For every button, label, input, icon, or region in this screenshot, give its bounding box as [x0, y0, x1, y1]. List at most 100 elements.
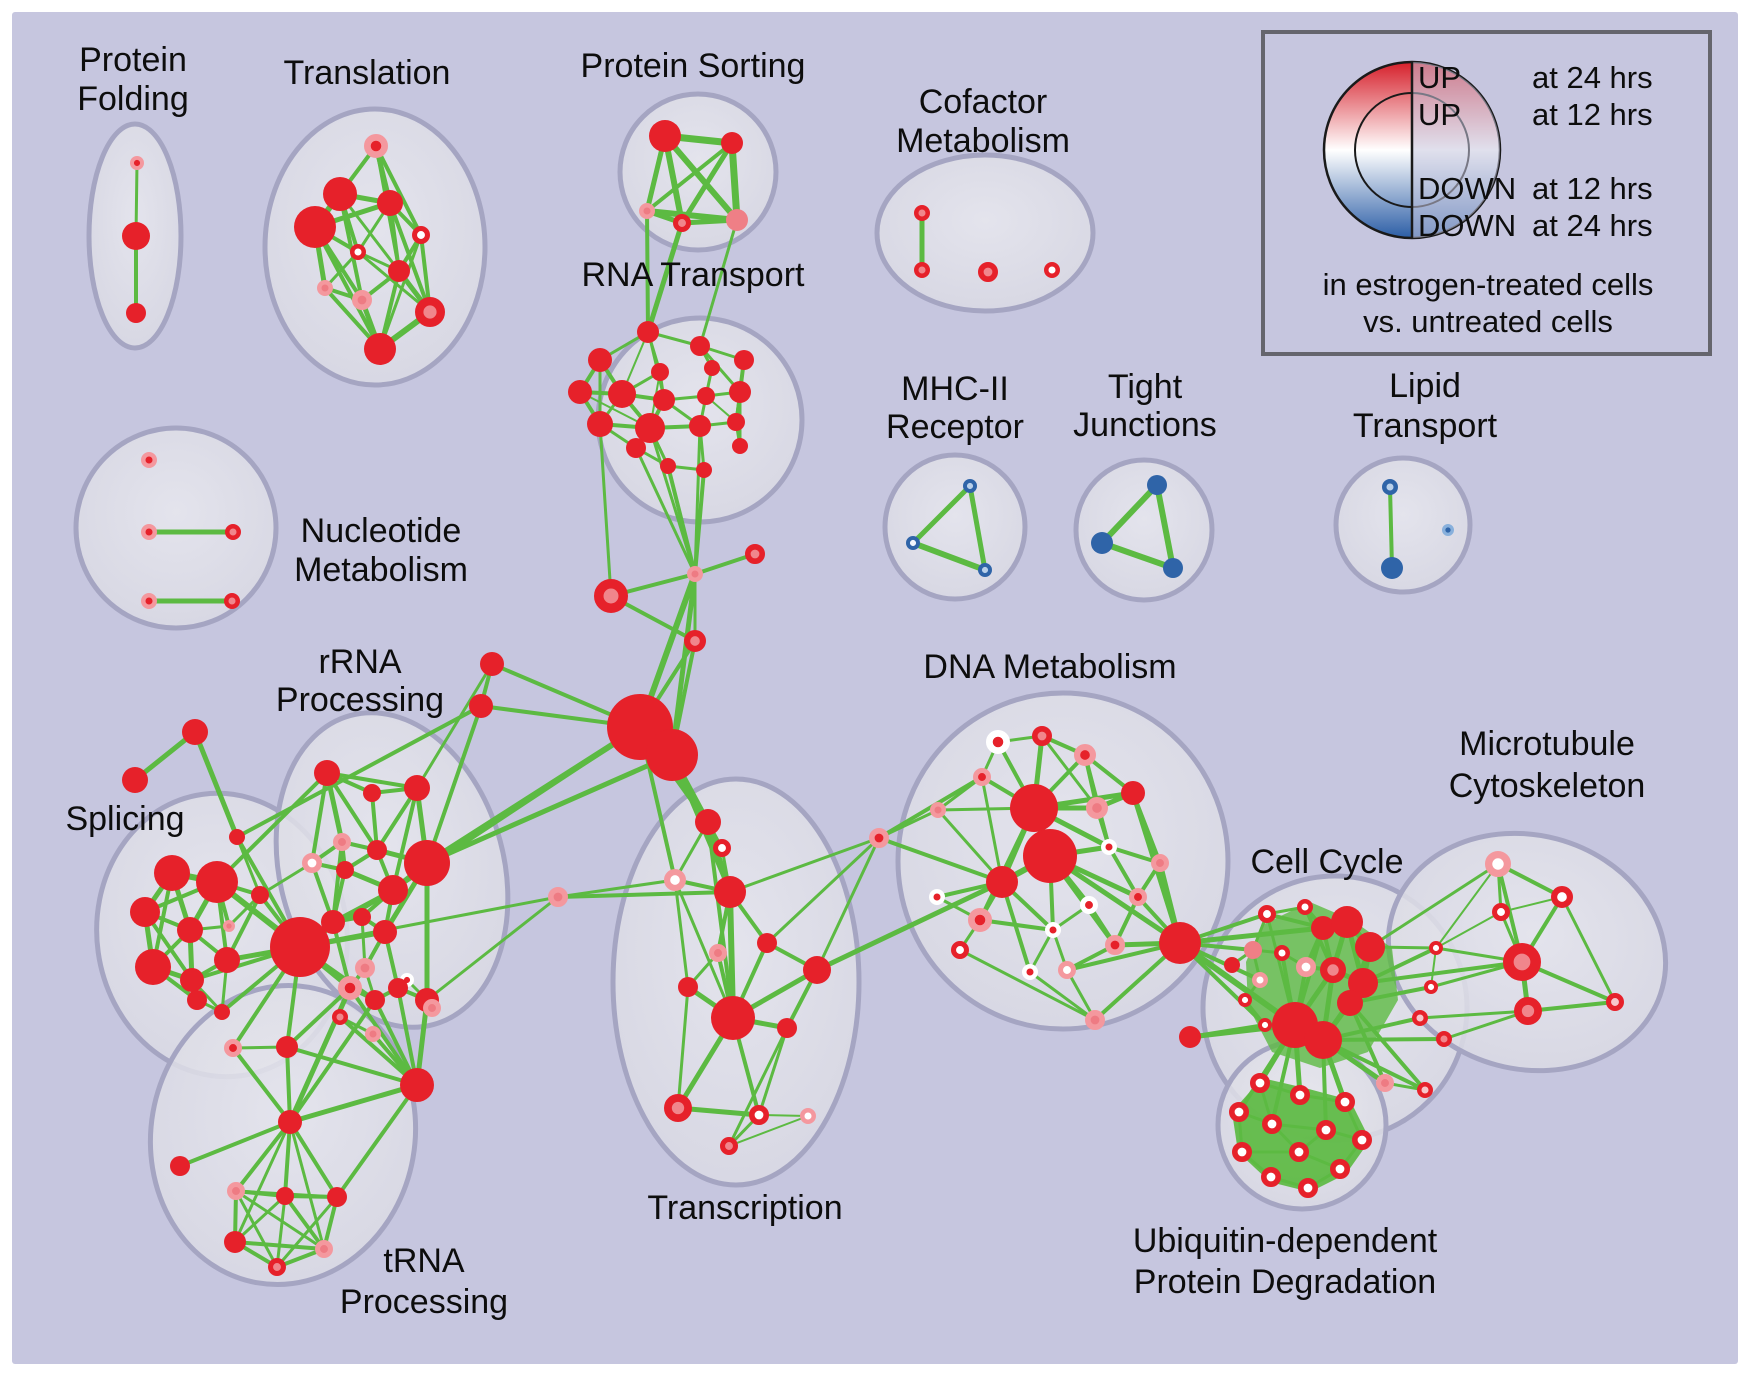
cluster-label-tl: Translation [284, 54, 451, 92]
gene-node [721, 132, 743, 154]
cluster-label-mh: Receptor [886, 408, 1024, 446]
gene-node [1032, 725, 1053, 746]
cluster-label-cf: Metabolism [896, 122, 1070, 160]
gene-node [480, 652, 504, 676]
gene-node [799, 1107, 816, 1124]
cluster-label-nm: Nucleotide [301, 512, 462, 550]
cluster-label-dm: DNA Metabolism [923, 648, 1176, 686]
gene-node [985, 729, 1010, 754]
gene-node [126, 303, 146, 323]
cluster-label-pf: Folding [77, 80, 189, 118]
gene-node [635, 413, 665, 443]
gene-node [729, 381, 751, 403]
gene-node [986, 866, 1018, 898]
legend-direction-label: UP [1418, 60, 1461, 95]
gene-node [1262, 1114, 1283, 1135]
gene-node [224, 592, 241, 609]
gene-node [141, 523, 158, 540]
gene-node [1229, 1102, 1250, 1123]
gene-node [929, 801, 946, 818]
interaction-edge [378, 233, 423, 351]
interaction-edge [728, 139, 741, 224]
gene-node [170, 1156, 190, 1176]
gene-node [649, 120, 681, 152]
interaction-edge [728, 1115, 809, 1147]
gene-node [354, 957, 375, 978]
legend-footer: in estrogen-treated cells [1323, 267, 1654, 302]
gene-node [704, 360, 720, 376]
cluster-label-tj: Tight [1108, 368, 1183, 406]
interaction-edge [967, 483, 988, 573]
interaction-edge [1526, 1000, 1617, 1013]
gene-node [365, 990, 385, 1010]
gene-node [777, 1018, 797, 1038]
gene-node [278, 1110, 302, 1134]
gene-node [327, 1187, 347, 1207]
gene-node [568, 380, 592, 404]
interaction-edge [1099, 482, 1160, 546]
gene-node [913, 205, 930, 222]
gene-node [626, 438, 646, 458]
gene-node [182, 719, 208, 745]
interaction-edge [275, 1195, 339, 1269]
cluster-label-ps: Protein Sorting [581, 47, 806, 85]
gene-node [378, 875, 408, 905]
gene-node [906, 536, 921, 551]
interaction-edge [645, 141, 734, 213]
gene-node [678, 977, 698, 997]
interaction-edge [1368, 862, 1500, 949]
cluster-label-sp: Splicing [65, 800, 184, 838]
gene-node [928, 888, 945, 905]
interaction-edge [235, 704, 483, 839]
gene-node [364, 333, 396, 365]
interaction-edge [1099, 540, 1176, 571]
cluster-label-cc: Cell Cycle [1250, 843, 1403, 881]
gene-node [547, 886, 568, 907]
interaction-edge [676, 985, 690, 1110]
interaction-edge [556, 878, 677, 899]
legend-direction-label: DOWN [1418, 208, 1516, 243]
gene-node [267, 1258, 286, 1277]
interaction-edge [669, 571, 698, 758]
interaction-edge [693, 424, 702, 576]
gene-node [154, 855, 190, 891]
gene-node [363, 784, 381, 802]
gene-node [1159, 922, 1201, 964]
gene-node [1290, 1085, 1311, 1106]
legend-fade-half [1412, 62, 1500, 238]
gene-node [141, 451, 158, 468]
interaction-edge [391, 786, 419, 892]
gene-node [336, 861, 354, 879]
gene-node [951, 941, 970, 960]
interaction-edge [936, 808, 1004, 884]
gene-node [276, 1036, 298, 1058]
gene-node [689, 415, 711, 437]
gene-node [214, 1004, 230, 1020]
gene-node [1129, 888, 1148, 907]
gene-node [594, 579, 629, 614]
gene-node [316, 279, 333, 296]
interaction-edge [1348, 1001, 1427, 1092]
network-nodes [122, 120, 1625, 1277]
interaction-edge [323, 250, 360, 290]
interaction-edge [1388, 485, 1394, 570]
gene-node [663, 1094, 692, 1123]
gene-node [1606, 993, 1625, 1012]
interaction-edge [287, 1082, 420, 1125]
gene-node [1147, 475, 1167, 495]
interaction-edge [978, 918, 1055, 932]
gene-node [1296, 898, 1313, 915]
gene-node [713, 839, 732, 858]
interaction-edge [645, 220, 685, 335]
gene-node [673, 214, 692, 233]
cluster-label-rr: Processing [276, 681, 444, 719]
interaction-edge [288, 1120, 339, 1199]
gene-node [331, 1008, 348, 1025]
gene-node [332, 833, 351, 852]
gene-node [1043, 261, 1060, 278]
gene-node [748, 1105, 769, 1126]
gene-node [1442, 523, 1455, 536]
gene-node [1085, 797, 1108, 820]
gene-node [696, 462, 712, 478]
gene-node [1080, 896, 1099, 915]
